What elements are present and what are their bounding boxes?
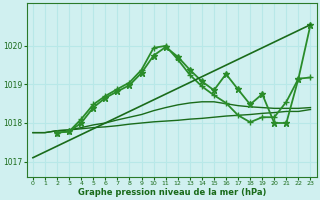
X-axis label: Graphe pression niveau de la mer (hPa): Graphe pression niveau de la mer (hPa)	[77, 188, 266, 197]
